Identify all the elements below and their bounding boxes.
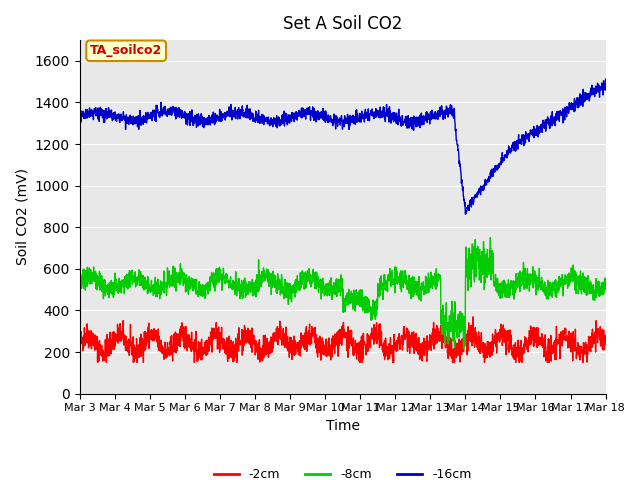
-8cm — [570, 272, 578, 278]
-16cm — [222, 114, 230, 120]
-2cm — [93, 360, 101, 365]
-16cm — [495, 165, 503, 170]
Title: Set A Soil CO2: Set A Soil CO2 — [283, 15, 403, 33]
Line: -2cm: -2cm — [79, 317, 605, 362]
-16cm — [358, 117, 365, 123]
-8cm — [496, 284, 504, 290]
-2cm — [602, 337, 609, 343]
-2cm — [556, 334, 563, 340]
-2cm — [570, 336, 578, 342]
-2cm — [223, 337, 230, 343]
-16cm — [76, 113, 83, 119]
-16cm — [461, 211, 469, 217]
-16cm — [570, 100, 578, 106]
-16cm — [556, 119, 563, 124]
-2cm — [496, 339, 504, 345]
-8cm — [369, 311, 377, 317]
Y-axis label: Soil CO2 (mV): Soil CO2 (mV) — [15, 168, 29, 265]
-8cm — [460, 346, 467, 352]
-8cm — [486, 235, 494, 240]
-8cm — [556, 284, 563, 289]
-2cm — [358, 341, 365, 347]
-8cm — [222, 271, 230, 276]
-8cm — [602, 282, 609, 288]
-2cm — [369, 333, 377, 338]
-8cm — [76, 286, 83, 292]
X-axis label: Time: Time — [326, 419, 360, 433]
Line: -16cm: -16cm — [79, 79, 605, 214]
Legend: -2cm, -8cm, -16cm: -2cm, -8cm, -16cm — [209, 463, 476, 480]
-16cm — [602, 76, 609, 82]
-2cm — [76, 338, 83, 344]
-2cm — [469, 314, 477, 320]
Text: TA_soilco2: TA_soilco2 — [90, 44, 163, 57]
-8cm — [358, 304, 365, 310]
Line: -8cm: -8cm — [79, 238, 605, 349]
-16cm — [369, 109, 377, 115]
